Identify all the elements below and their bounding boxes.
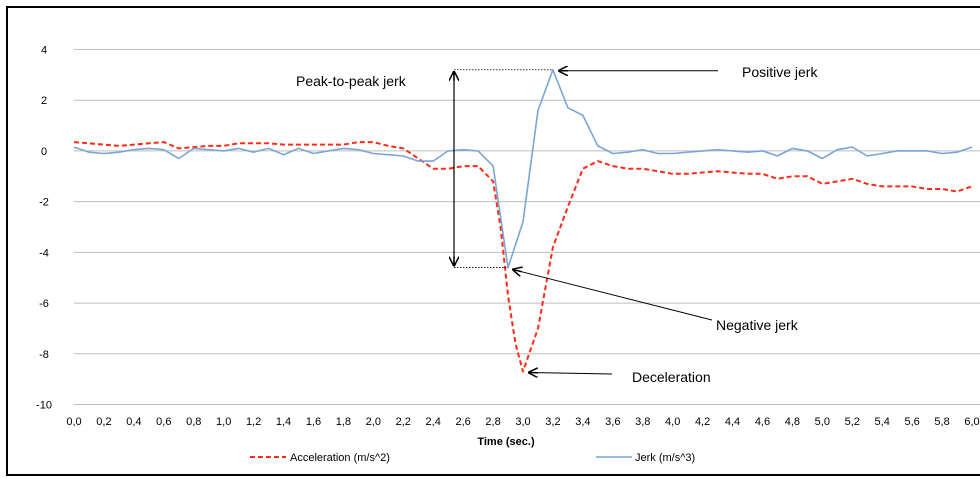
annotation-peak-to-peak-jerk: Peak-to-peak jerk — [296, 73, 407, 89]
x-tick-label: 2,4 — [426, 416, 441, 428]
x-tick-label: 3,8 — [635, 416, 650, 428]
x-tick-labels: 0,0 0,2 0,4 0,6 0,8 1,0 1,2 1,4 1,6 1,8 2,0 2,2 2,4 2… — [66, 416, 979, 428]
x-tick-label: 1,4 — [276, 416, 291, 428]
x-tick-label: 3,2 — [545, 416, 560, 428]
y-tick-labels: 4 2 0 -2 -4 -6 -8 -10 — [36, 45, 52, 412]
x-tick-label: 2,2 — [396, 416, 411, 428]
negative-jerk-arrow — [513, 270, 713, 321]
y-tick-label: -10 — [36, 400, 52, 412]
x-tick-label: 6,0 — [964, 416, 979, 428]
x-tick-label: 5,8 — [934, 416, 949, 428]
x-tick-label: 3,0 — [515, 416, 530, 428]
x-tick-label: 5,4 — [875, 416, 890, 428]
legend-label-acceleration: Acceleration (m/s^2) — [290, 452, 390, 464]
x-tick-label: 2,0 — [366, 416, 381, 428]
x-tick-label: 0,0 — [66, 416, 81, 428]
x-tick-label: 3,4 — [575, 416, 590, 428]
x-tick-label: 1,0 — [216, 416, 231, 428]
x-tick-label: 4,0 — [665, 416, 680, 428]
x-tick-label: 2,8 — [485, 416, 500, 428]
x-tick-label: 4,8 — [785, 416, 800, 428]
y-tick-label: 2 — [41, 95, 47, 107]
x-tick-label: 0,2 — [96, 416, 111, 428]
gridlines — [74, 49, 980, 405]
legend: Acceleration (m/s^2) Jerk (m/s^3) — [250, 452, 695, 464]
x-tick-label: 1,6 — [306, 416, 321, 428]
x-tick-label: 5,0 — [815, 416, 830, 428]
series-line-acceleration — [73, 141, 973, 373]
annotation-positive-jerk: Positive jerk — [742, 64, 818, 80]
series-lines — [73, 69, 973, 373]
x-tick-label: 3,6 — [605, 416, 620, 428]
x-tick-label: 5,2 — [845, 416, 860, 428]
legend-label-jerk: Jerk (m/s^3) — [635, 452, 695, 464]
x-tick-label: 5,6 — [904, 416, 919, 428]
x-tick-label: 1,2 — [246, 416, 261, 428]
chart-frame — [6, 6, 980, 476]
x-tick-label: 2,6 — [455, 416, 470, 428]
y-tick-label: 0 — [41, 146, 47, 158]
series-line-jerk — [73, 69, 973, 269]
x-tick-label: 4,2 — [695, 416, 710, 428]
y-tick-label: -4 — [39, 247, 49, 259]
annotations: Peak-to-peak jerk Positive jerk Negative j… — [296, 64, 818, 385]
y-tick-label: -6 — [39, 298, 49, 310]
y-tick-label: -8 — [39, 349, 49, 361]
annotation-negative-jerk: Negative jerk — [716, 317, 799, 333]
x-tick-label: 4,6 — [755, 416, 770, 428]
annotation-deceleration: Deceleration — [632, 369, 711, 385]
x-axis-title: Time (sec.) — [477, 436, 535, 448]
deceleration-arrow — [529, 373, 613, 374]
x-tick-label: 0,8 — [186, 416, 201, 428]
x-tick-label: 0,6 — [156, 416, 171, 428]
y-tick-label: -2 — [39, 197, 49, 209]
x-tick-label: 0,4 — [126, 416, 141, 428]
x-tick-label: 1,8 — [336, 416, 351, 428]
x-tick-label: 4,4 — [725, 416, 740, 428]
y-tick-label: 4 — [41, 45, 47, 57]
